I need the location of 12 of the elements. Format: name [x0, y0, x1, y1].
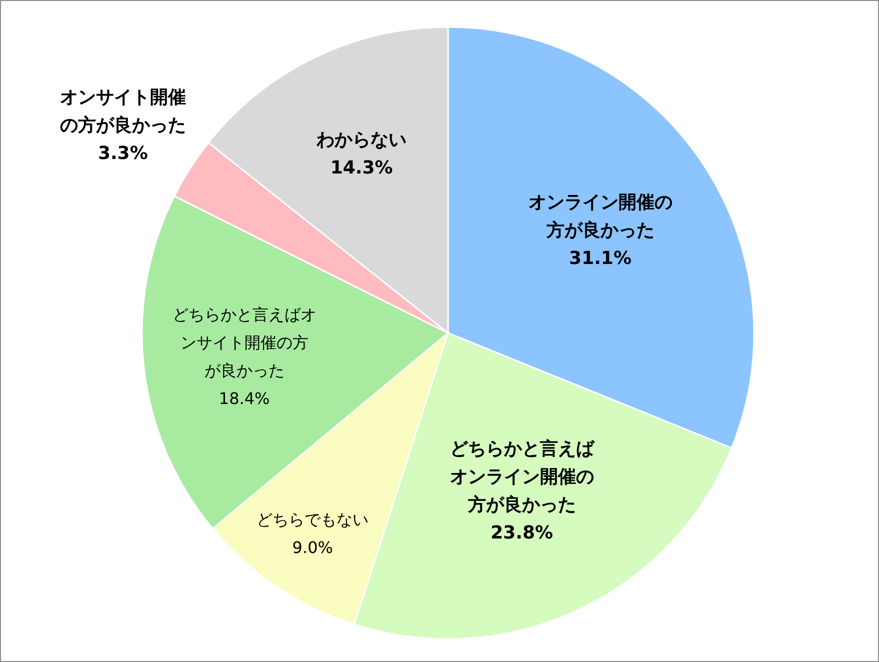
- data-label: 3.3%: [98, 143, 148, 164]
- slice-label: わからない: [316, 129, 407, 150]
- slice-label: どちらかと言えばオンサイト開催の方が良かった: [172, 304, 316, 380]
- slice-label: どちらでもない: [256, 510, 369, 529]
- slice-label: オンサイト開催の方が良かった: [60, 87, 186, 136]
- data-label: 9.0%: [292, 538, 333, 557]
- slice-label: オンライン開催の方が良かった: [528, 192, 672, 241]
- data-label: 14.3%: [330, 157, 393, 178]
- data-label: 18.4%: [218, 388, 270, 408]
- data-label: 31.1%: [569, 248, 632, 269]
- data-label: 23.8%: [490, 522, 554, 544]
- slice-label: どちらかと言えばオンライン開催の方が良かった: [450, 438, 595, 516]
